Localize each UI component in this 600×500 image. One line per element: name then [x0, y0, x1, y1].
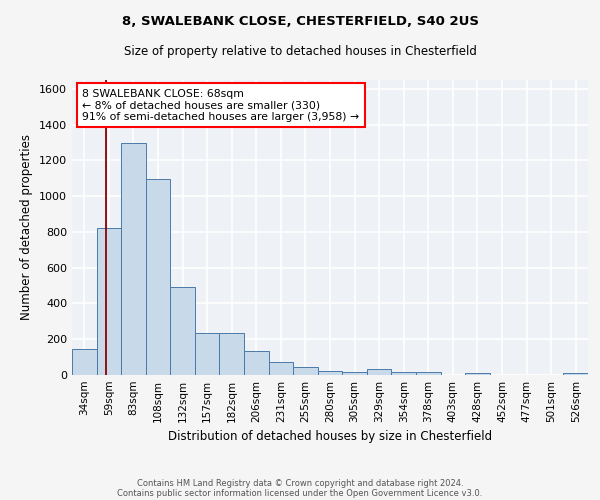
- Bar: [220, 333, 244, 375]
- Bar: [97, 228, 121, 375]
- Bar: [244, 351, 269, 375]
- Text: Contains HM Land Registry data © Crown copyright and database right 2024.: Contains HM Land Registry data © Crown c…: [137, 478, 463, 488]
- X-axis label: Distribution of detached houses by size in Chesterfield: Distribution of detached houses by size …: [168, 430, 492, 444]
- Bar: [170, 288, 195, 375]
- Y-axis label: Number of detached properties: Number of detached properties: [20, 134, 34, 320]
- Bar: [318, 370, 342, 375]
- Text: 8 SWALEBANK CLOSE: 68sqm
← 8% of detached houses are smaller (330)
91% of semi-d: 8 SWALEBANK CLOSE: 68sqm ← 8% of detache…: [82, 89, 359, 122]
- Bar: [416, 372, 440, 375]
- Bar: [465, 373, 490, 375]
- Bar: [195, 333, 220, 375]
- Bar: [391, 372, 416, 375]
- Bar: [293, 367, 318, 375]
- Bar: [146, 179, 170, 375]
- Bar: [367, 368, 391, 375]
- Text: Size of property relative to detached houses in Chesterfield: Size of property relative to detached ho…: [124, 45, 476, 58]
- Bar: [269, 362, 293, 375]
- Bar: [342, 372, 367, 375]
- Bar: [121, 142, 146, 375]
- Bar: [72, 349, 97, 375]
- Text: 8, SWALEBANK CLOSE, CHESTERFIELD, S40 2US: 8, SWALEBANK CLOSE, CHESTERFIELD, S40 2U…: [121, 15, 479, 28]
- Text: Contains public sector information licensed under the Open Government Licence v3: Contains public sector information licen…: [118, 488, 482, 498]
- Bar: [563, 373, 588, 375]
